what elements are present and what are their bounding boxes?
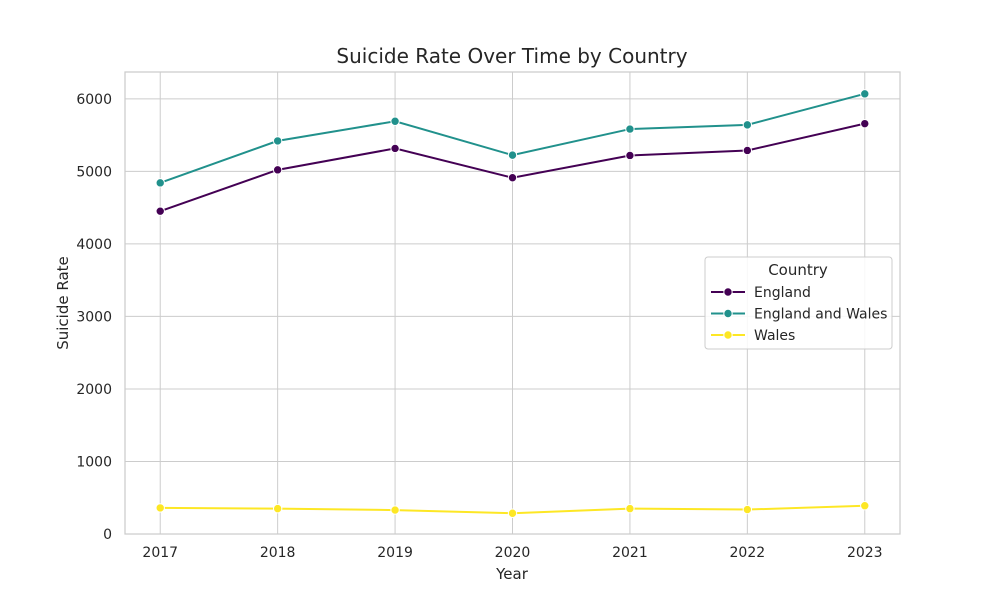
legend-box: [704, 256, 893, 350]
legend-swatch-marker: [723, 287, 733, 297]
y-tick-label: 5000: [76, 164, 112, 180]
data-point-wales: [155, 503, 165, 513]
data-point-england: [742, 145, 753, 156]
x-tick-label: 2018: [260, 545, 296, 561]
plot-frame: [124, 71, 901, 535]
data-point-wales: [507, 508, 518, 518]
data-point-england-and-wales: [507, 150, 518, 160]
y-tick-label: 6000: [76, 92, 112, 108]
chart-title: Suicide Rate Over Time by Country: [336, 44, 687, 68]
data-point-england: [860, 118, 870, 129]
y-tick-label: 4000: [76, 237, 112, 253]
data-point-england-and-wales: [272, 136, 283, 146]
legend-entry-label: England: [754, 285, 811, 301]
y-tick-label: 3000: [76, 309, 112, 325]
y-axis-ticks: 0 1000 2000 3000 4000 5000 6000: [76, 92, 112, 543]
x-tick-label: 2020: [495, 545, 531, 561]
y-tick-label: 2000: [76, 382, 112, 398]
data-point-wales: [390, 505, 400, 515]
legend-title: Country: [768, 261, 828, 279]
data-point-wales: [742, 504, 753, 515]
y-tick-label: 1000: [76, 454, 112, 470]
data-point-england: [625, 150, 635, 161]
x-tick-label: 2019: [377, 545, 413, 561]
x-tick-label: 2017: [142, 545, 178, 561]
data-point-england-and-wales: [860, 89, 870, 99]
x-tick-label: 2021: [612, 545, 648, 561]
legend-entry-label: Wales: [754, 328, 795, 344]
y-tick-label: 0: [103, 527, 112, 543]
data-point-england-and-wales: [625, 124, 635, 134]
data-point-england: [507, 173, 518, 183]
x-axis-ticks: 2017 2018 2019 2020 2021 2022 2023: [142, 545, 882, 561]
data-point-england-and-wales: [155, 178, 165, 188]
legend-swatch-marker: [723, 308, 733, 319]
data-point-wales: [860, 501, 870, 511]
data-point-england: [272, 165, 283, 175]
x-tick-label: 2022: [730, 545, 766, 561]
legend-swatch-marker: [723, 330, 733, 340]
legend-items: England England and Wales Wales: [711, 285, 887, 344]
legend: Country England England and Wales Wales: [704, 256, 893, 350]
x-tick-label: 2023: [847, 545, 883, 561]
data-point-england: [390, 143, 400, 154]
data-point-wales: [272, 503, 283, 514]
legend-entry-label: England and Wales: [754, 307, 887, 323]
data-point-england-and-wales: [742, 120, 753, 130]
series-layer: [155, 89, 870, 518]
data-point-wales: [625, 503, 635, 514]
data-point-england: [155, 206, 165, 216]
data-point-england-and-wales: [390, 116, 400, 126]
x-axis-label: Year: [495, 565, 529, 583]
y-axis-label: Suicide Rate: [54, 256, 72, 350]
